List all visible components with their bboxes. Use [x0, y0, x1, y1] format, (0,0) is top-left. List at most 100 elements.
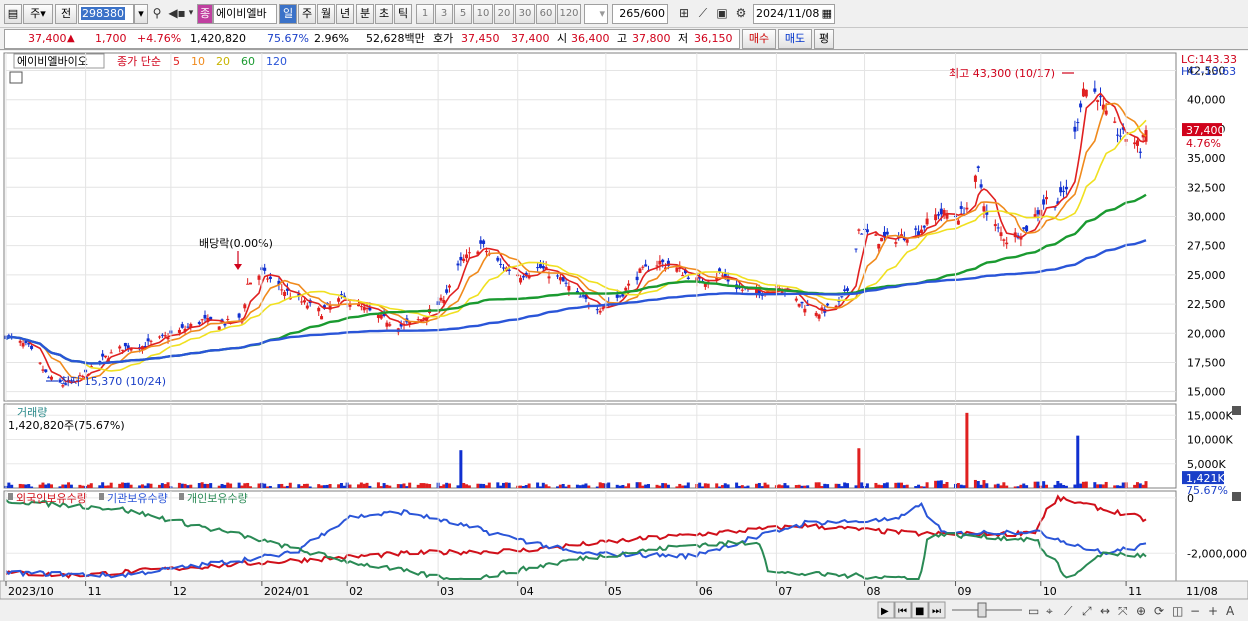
volume-bar	[587, 485, 591, 488]
candle-body	[118, 346, 122, 349]
candle-body	[905, 239, 909, 243]
zoom-slider-handle[interactable]	[977, 602, 987, 618]
toolbar-icon-1[interactable]: ▭	[1028, 604, 1039, 618]
interval-custom-select[interactable]: ▾	[584, 4, 608, 24]
candle-body	[959, 206, 963, 209]
volume-bar	[735, 482, 739, 488]
period-tab-second[interactable]: 초	[375, 4, 393, 24]
candle-body	[538, 264, 542, 268]
volume-bar	[956, 483, 960, 488]
eval-button[interactable]: 평	[814, 29, 834, 49]
period-tab-minute[interactable]: 분	[356, 4, 374, 24]
holdings-legend-2: 기관보유수량	[107, 492, 168, 505]
candle-body	[1101, 104, 1105, 110]
calendar-icon[interactable]: ▦	[821, 7, 832, 20]
date-input[interactable]: 2024/11/08 ▦	[753, 4, 835, 24]
volume-bar	[325, 484, 329, 488]
prev-button[interactable]: 전	[55, 4, 77, 24]
speaker-icon[interactable]: ◀▪	[168, 6, 186, 20]
nav-button-3[interactable]	[911, 601, 929, 619]
window-menu-icon[interactable]: ▤	[4, 4, 22, 24]
toolbar-icon-4[interactable]: ⤢	[1081, 604, 1092, 618]
candle-body	[1059, 187, 1063, 193]
sell-button[interactable]: 매도	[778, 29, 812, 49]
nav-button-2[interactable]	[894, 601, 912, 619]
chart-type-icon[interactable]: ⊞	[678, 6, 690, 20]
chart-footer-bar	[0, 599, 1248, 621]
volume-bar	[675, 486, 679, 488]
volume-bar	[1116, 485, 1120, 488]
ma-period-60: 60	[241, 55, 255, 68]
volume-bar	[1059, 483, 1063, 488]
market-select[interactable]: 주▾	[23, 4, 53, 24]
candle-body	[183, 328, 187, 332]
candle-body	[422, 317, 426, 320]
buy-button[interactable]: 매수	[742, 29, 776, 49]
candle-body	[800, 301, 804, 304]
candle-body	[945, 214, 949, 219]
holdings-legend-3: 개인보유수량	[187, 492, 248, 505]
volume-bar	[1056, 480, 1060, 488]
volume-bar	[718, 486, 722, 488]
candle-body	[985, 210, 989, 215]
toolbar-icon-7[interactable]: ⊕	[1136, 604, 1146, 618]
toolbar-icon-6[interactable]: ⤧	[1118, 604, 1128, 618]
candle-body	[584, 294, 588, 299]
candle-body	[1036, 210, 1040, 215]
period-tab-month[interactable]: 월	[317, 4, 335, 24]
nav-button-1[interactable]	[877, 601, 895, 619]
candle-body	[681, 275, 685, 277]
stock-chart[interactable]: 15,000 17,500 20,000 22,500 25,000 27,500 30,0…	[0, 51, 1248, 621]
volume-bar	[89, 483, 93, 488]
period-tab-day[interactable]: 일	[279, 4, 297, 24]
toolbar-icon-11[interactable]: +	[1208, 604, 1218, 618]
candle-body	[38, 362, 42, 364]
interval-60[interactable]: 60	[536, 4, 556, 24]
period-tab-year[interactable]: 년	[336, 4, 354, 24]
count-input[interactable]: 265/600	[612, 4, 668, 24]
candle-body	[177, 329, 181, 333]
toolbar-icon-8[interactable]: ⟳	[1154, 604, 1164, 618]
interval-120[interactable]: 120	[557, 4, 581, 24]
period-tab-tick[interactable]: 틱	[394, 4, 412, 24]
candle-body	[882, 231, 886, 238]
volume-bar	[1073, 484, 1077, 488]
interval-30[interactable]: 30	[515, 4, 535, 24]
speaker-dropdown-icon[interactable]: ▾	[188, 8, 194, 18]
volume-bar	[601, 483, 605, 488]
toolbar-icon-10[interactable]: −	[1190, 604, 1200, 618]
interval-20[interactable]: 20	[494, 4, 514, 24]
candle-body	[1099, 96, 1103, 98]
search-icon[interactable]: ⚲	[152, 6, 162, 20]
candle-body	[902, 238, 906, 241]
interval-10[interactable]: 10	[473, 4, 493, 24]
interval-5[interactable]: 5	[454, 4, 472, 24]
toolbar-icon-2[interactable]: ⌖	[1046, 604, 1053, 618]
toolbar-icon-3[interactable]: ⟋	[1064, 604, 1073, 618]
interval-3[interactable]: 3	[435, 4, 453, 24]
code-dropdown-button[interactable]: ▾	[134, 4, 148, 24]
save-icon[interactable]: ▣	[716, 6, 728, 20]
toolbar-icon-9[interactable]: ◫	[1172, 604, 1183, 618]
volume-bar	[428, 483, 432, 488]
volume-bar	[482, 483, 486, 488]
settings-gear-icon[interactable]: ⚙	[735, 6, 747, 20]
candle-body	[507, 269, 511, 272]
candle-body	[442, 300, 446, 304]
draw-tool-icon[interactable]: ⟋	[698, 6, 708, 20]
toolbar-icon-12[interactable]: A	[1226, 604, 1235, 618]
holdings-tick-label: 0	[1187, 492, 1194, 505]
nav-button-4[interactable]	[928, 601, 946, 619]
quote-open: 36,400	[571, 32, 610, 45]
volume-bar	[41, 482, 45, 488]
stock-code-input[interactable]: 298380	[78, 4, 134, 24]
candle-body	[382, 312, 386, 316]
candle-body	[496, 257, 500, 261]
candle-body	[934, 214, 938, 221]
candle-body	[49, 376, 53, 380]
price-tick-label: 22,500	[1187, 298, 1226, 311]
toolbar-icon-5[interactable]: ↔	[1100, 604, 1110, 618]
period-tab-week[interactable]: 주	[298, 4, 316, 24]
volume-bar	[615, 484, 619, 488]
interval-1[interactable]: 1	[416, 4, 434, 24]
